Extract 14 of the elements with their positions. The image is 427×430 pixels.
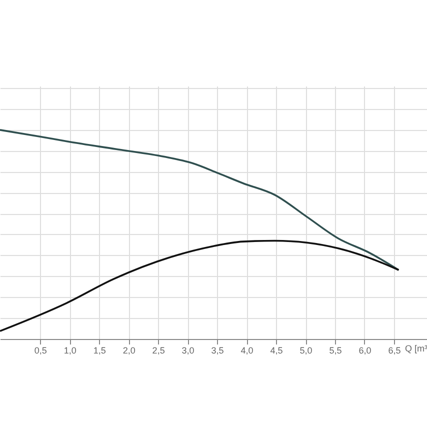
x-tick-label: 5,0 — [300, 346, 312, 356]
x-tick-label: 6,5 — [388, 346, 401, 356]
x-tick-label: 5,5 — [329, 346, 342, 356]
x-tick-label: 0,5 — [34, 346, 47, 356]
x-tick-label: 3,0 — [182, 346, 194, 356]
x-tick-label: 2,0 — [122, 346, 136, 356]
x-tick-label: 1,5 — [93, 346, 106, 356]
x-tick-label: 4,0 — [240, 346, 254, 356]
x-axis-title: Q [m³ — [405, 344, 427, 354]
x-tick-label: 1,0 — [64, 346, 76, 356]
x-tick-label: 3,5 — [211, 346, 224, 356]
x-tick-label: 2,5 — [152, 346, 165, 356]
x-tick-label: 4,5 — [270, 346, 283, 356]
x-tick-label: 6,0 — [358, 346, 372, 356]
